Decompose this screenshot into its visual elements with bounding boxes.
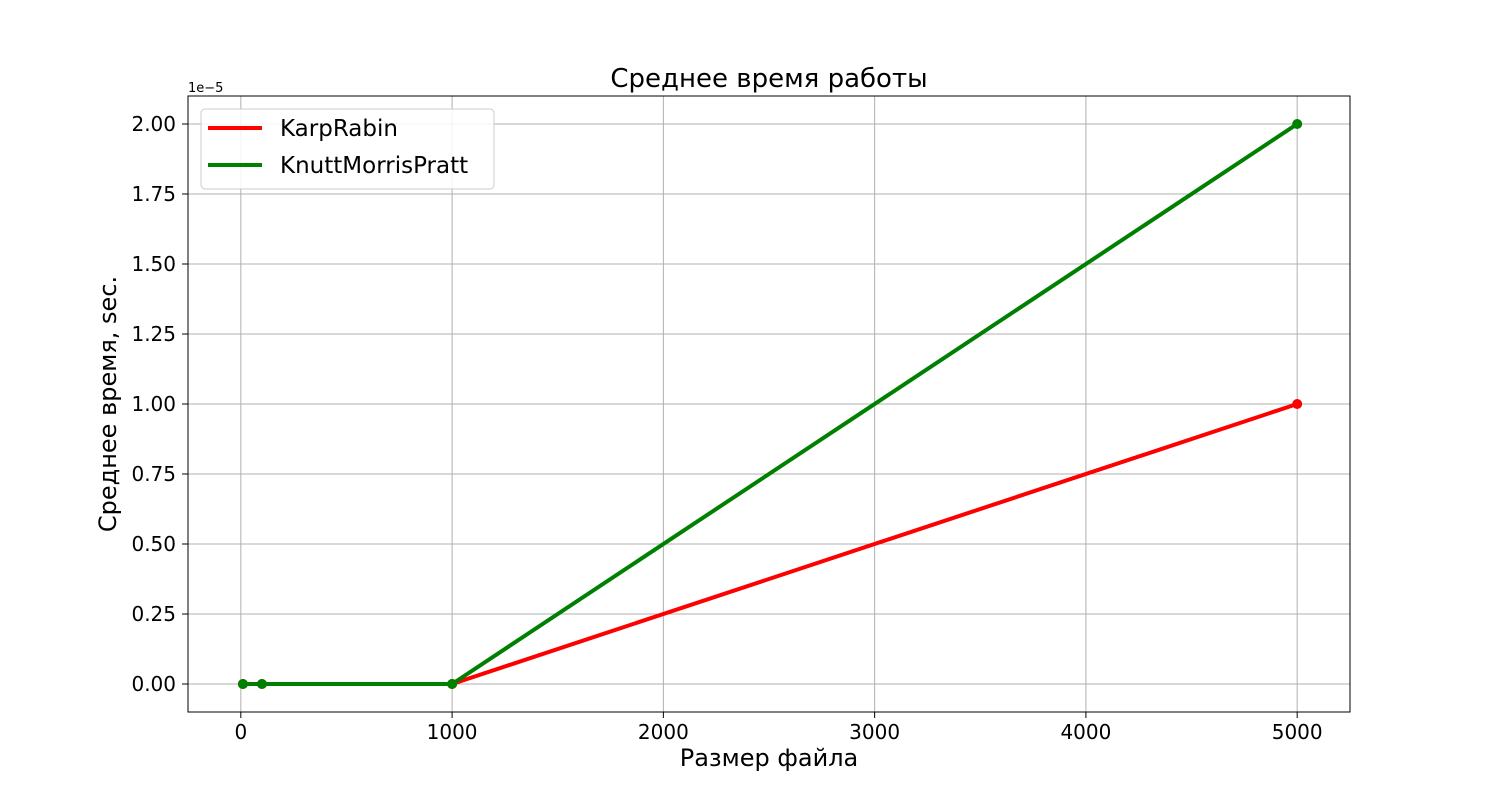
x-axis-label: Размер файла — [680, 744, 859, 772]
y-tick-label: 1.00 — [131, 392, 176, 416]
x-tick-label: 2000 — [638, 720, 689, 744]
y-tick-label: 0.50 — [131, 532, 176, 556]
data-point-karprabin — [1292, 399, 1303, 409]
legend-label-knuttmorrispratt: KnuttMorrisPratt — [280, 153, 468, 179]
y-axis-offset-label: 1e−5 — [188, 81, 223, 96]
y-tick-label: 2.00 — [131, 112, 176, 136]
y-tick-label: 0.25 — [131, 602, 176, 626]
series-layer — [237, 119, 1303, 689]
y-axis-label: Среднее время, sec. — [94, 276, 122, 532]
y-tick-label: 1.75 — [131, 182, 176, 206]
legend: KarpRabin KnuttMorrisPratt — [200, 108, 495, 190]
y-tick-label: 0.75 — [131, 462, 176, 486]
x-tick-label: 5000 — [1272, 720, 1323, 744]
x-tick-label: 3000 — [849, 720, 900, 744]
chart-title: Среднее время работы — [610, 64, 927, 94]
data-point-knuttmorrispratt — [447, 679, 458, 689]
data-point-knuttmorrispratt — [256, 679, 267, 689]
ticks: 0 1000 2000 3000 4000 5000 0.00 0.25 0.50 0.75 1.0… — [131, 112, 1322, 744]
x-tick-label: 1000 — [427, 720, 478, 744]
data-point-knuttmorrispratt — [237, 679, 248, 689]
legend-box — [200, 108, 495, 190]
x-tick-label: 0 — [234, 720, 247, 744]
y-tick-label: 1.25 — [131, 322, 176, 346]
data-point-knuttmorrispratt — [1292, 119, 1303, 129]
x-tick-label: 4000 — [1060, 720, 1111, 744]
series-line-knuttmorrispratt — [242, 122, 1299, 686]
legend-label-karprabin: KarpRabin — [280, 116, 398, 142]
y-tick-label: 0.00 — [131, 672, 176, 696]
y-tick-label: 1.50 — [131, 252, 176, 276]
